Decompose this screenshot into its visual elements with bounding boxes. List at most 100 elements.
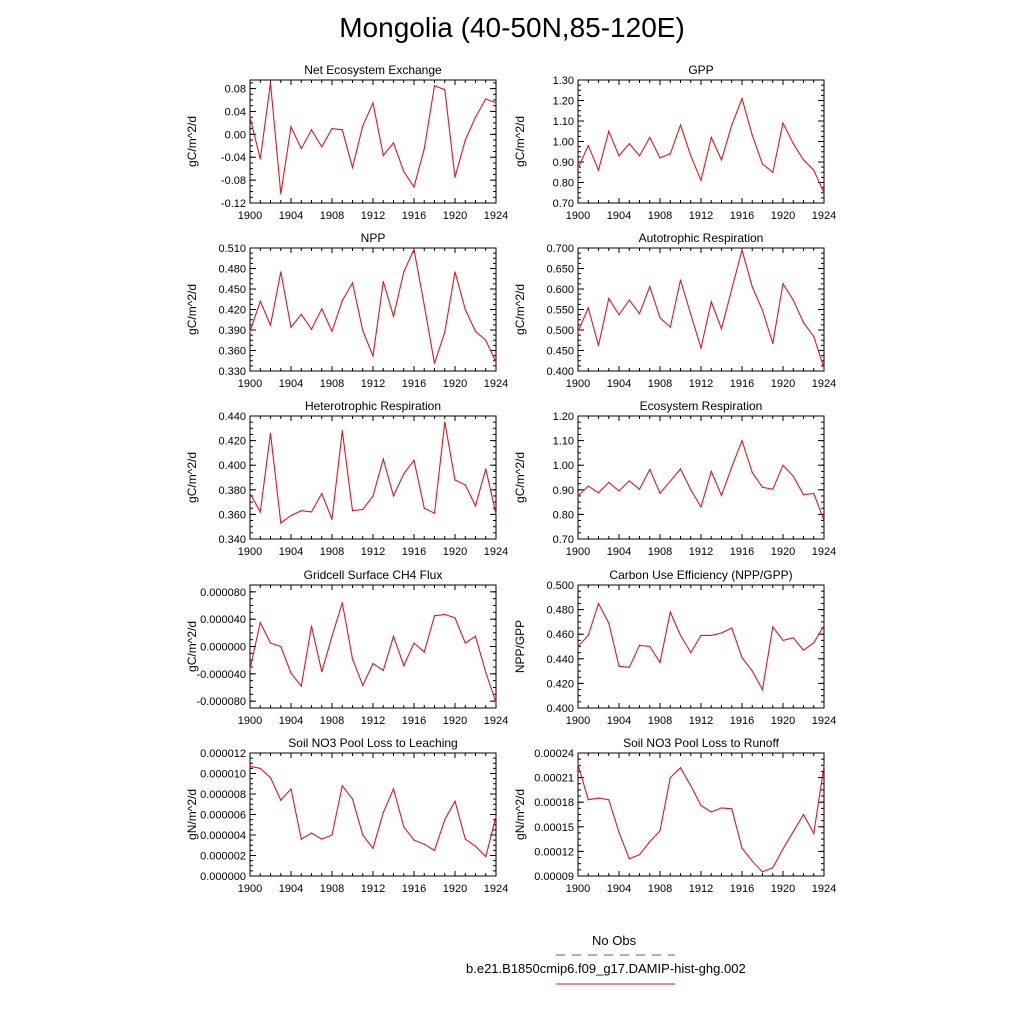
y-tick-label: 0.90 [553, 485, 574, 497]
data-point [618, 665, 620, 667]
series-line [249, 765, 497, 858]
y-tick-label: 0.420 [546, 678, 574, 690]
x-tick-label: 1904 [607, 715, 631, 727]
y-tick-label: 0.440 [218, 411, 246, 423]
data-point [259, 767, 261, 769]
data-point [290, 672, 292, 674]
data-point [782, 283, 784, 285]
data-point [649, 840, 651, 843]
y-tick-label: 1.20 [553, 411, 574, 423]
data-point [423, 148, 425, 150]
data-point [331, 635, 333, 637]
y-axis-label: gC/m^2/d [513, 284, 527, 335]
x-tick-label: 1916 [730, 546, 754, 558]
data-point [351, 658, 354, 660]
y-tick-label: 0.360 [218, 509, 246, 521]
data-point [679, 767, 682, 769]
data-point [741, 249, 743, 251]
data-point [321, 492, 323, 495]
data-point [269, 324, 272, 326]
data-point [280, 522, 282, 524]
data-point [290, 788, 292, 790]
x-tick-label: 1916 [402, 883, 426, 895]
y-tick-label: 0.000008 [200, 789, 246, 801]
x-tick-label: 1904 [279, 546, 303, 558]
panel-title: NPP [361, 231, 386, 245]
y-tick-label: 0.420 [218, 436, 246, 448]
data-point [454, 800, 456, 802]
data-point [382, 811, 384, 814]
data-point [823, 624, 825, 627]
chart-panel-9: Soil NO3 Pool Loss to Runoff gN/m^2/d 1900… [513, 736, 836, 895]
data-point [331, 128, 333, 130]
y-tick-label: 0.08 [225, 84, 246, 96]
data-point [249, 668, 251, 670]
y-tick-label: 0.480 [546, 605, 574, 617]
chart-panel-2: NPP gC/m^2/d 1900 1904 1908 1912 1916 1920 1924 0… [185, 231, 508, 390]
data-point [823, 192, 825, 194]
x-tick-label: 1912 [689, 546, 713, 558]
chart-panel-7: Carbon Use Efficiency (NPP/GPP) NPP/GPP 19… [513, 568, 836, 727]
y-tick-label: 0.00018 [534, 797, 574, 809]
data-point [669, 326, 671, 328]
y-tick-label: 0.480 [218, 264, 246, 276]
legend-model-label: b.e21.B1850cmip6.f09_g17.DAMIP-hist-ghg.… [466, 961, 746, 976]
data-point [382, 669, 384, 672]
data-point [720, 494, 723, 497]
panel-title: Gridcell Surface CH4 Flux [304, 568, 443, 582]
data-point [679, 634, 682, 637]
data-point [290, 515, 292, 517]
x-tick-label: 1916 [402, 715, 426, 727]
data-point [669, 480, 671, 482]
data-point [372, 102, 374, 104]
data-point [700, 804, 702, 807]
data-point [638, 644, 641, 646]
data-point [802, 322, 805, 324]
data-point [423, 843, 425, 845]
data-point [772, 867, 774, 869]
data-point [690, 313, 692, 316]
data-point [679, 124, 682, 126]
data-point [608, 130, 610, 132]
y-tick-label: -0.04 [221, 152, 246, 164]
y-tick-label: -0.000040 [196, 669, 246, 681]
y-tick-label: 0.440 [546, 654, 574, 666]
x-tick-label: 1912 [689, 378, 713, 390]
data-point [761, 871, 764, 873]
y-axis-label: gC/m^2/d [513, 452, 527, 503]
series-line [249, 602, 497, 703]
data-point [823, 367, 825, 369]
y-tick-label: 0.450 [218, 284, 246, 296]
data-point [813, 492, 815, 495]
data-point [597, 797, 600, 799]
plot-frame [577, 79, 825, 204]
x-tick-label: 1912 [361, 378, 385, 390]
x-tick-label: 1908 [648, 378, 672, 390]
data-point [474, 635, 477, 637]
data-point [464, 838, 466, 840]
data-point [300, 838, 302, 840]
x-tick-label: 1904 [607, 378, 631, 390]
data-point [290, 326, 292, 328]
x-tick-label: 1916 [730, 883, 754, 895]
x-tick-label: 1900 [238, 546, 262, 558]
data-point [638, 155, 641, 157]
x-tick-label: 1916 [402, 210, 426, 222]
data-point [659, 492, 661, 494]
x-tick-label: 1916 [730, 378, 754, 390]
data-point [433, 615, 436, 617]
y-tick-label: 0.90 [553, 157, 574, 169]
x-tick-label: 1924 [812, 883, 836, 895]
y-tick-label: 0.00021 [534, 773, 574, 785]
x-tick-label: 1924 [484, 546, 508, 558]
data-point [751, 134, 753, 136]
data-point [659, 157, 661, 159]
series-line [577, 764, 825, 873]
data-point [587, 799, 589, 801]
y-tick-label: 0.000002 [200, 851, 246, 863]
data-point [485, 855, 487, 858]
data-point [720, 159, 723, 161]
data-point [751, 471, 753, 474]
data-point [802, 494, 805, 496]
y-tick-label: 1.10 [553, 116, 574, 128]
